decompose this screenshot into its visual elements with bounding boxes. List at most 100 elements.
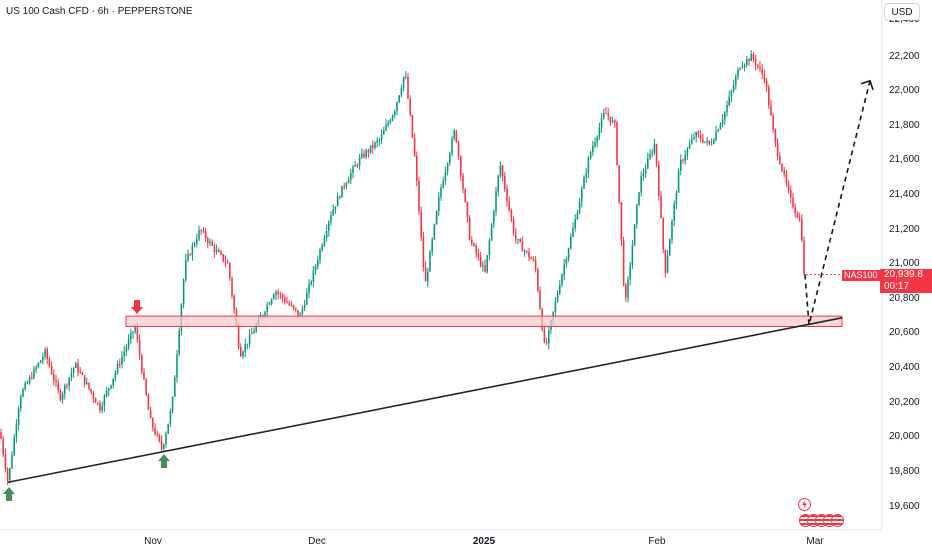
candle-body — [761, 68, 763, 75]
candle-body — [655, 144, 658, 165]
y-tick-label: 19,800 — [889, 465, 920, 477]
candle-body — [455, 130, 458, 143]
candle-body — [273, 295, 275, 300]
candle-body — [308, 283, 310, 293]
candle-body — [200, 229, 202, 231]
candle-body — [510, 210, 513, 220]
candle-body — [158, 434, 161, 441]
candle-body — [563, 264, 565, 275]
candle-body — [20, 396, 22, 409]
candle-body — [160, 440, 163, 449]
candle-body — [303, 304, 306, 309]
candle-body — [688, 143, 691, 149]
candle-body — [435, 211, 438, 225]
candle-body — [70, 372, 73, 378]
bar-countdown: 00:17 — [884, 281, 910, 292]
candle-body — [770, 105, 772, 116]
candle-body — [264, 312, 266, 316]
candle-body — [673, 203, 675, 221]
last-price-box: 20,939.8 00:17 — [880, 269, 932, 293]
candle-body — [182, 279, 185, 305]
candle-body — [750, 54, 752, 62]
candle-body — [301, 308, 304, 314]
candle-body — [512, 219, 515, 234]
candle-body — [299, 313, 301, 316]
candle-body — [548, 329, 550, 344]
candle-body — [229, 262, 231, 278]
candle-body — [312, 270, 315, 282]
candle-body — [473, 243, 475, 246]
x-tick-label: Nov — [144, 536, 162, 547]
candle-body — [383, 130, 385, 135]
candle-body — [592, 146, 594, 153]
candle-body — [642, 173, 645, 177]
candle-body — [345, 183, 348, 187]
candle-body — [114, 372, 117, 379]
candle-body — [649, 154, 651, 159]
candle-body — [457, 142, 460, 157]
candle-body — [220, 251, 222, 255]
candle-body — [81, 372, 84, 376]
candle-body — [611, 120, 614, 123]
symbol-price-label: NAS100 — [842, 270, 880, 281]
candle-body — [143, 371, 145, 380]
candle-body — [539, 290, 541, 310]
candle-body — [147, 395, 150, 410]
candle-body — [319, 249, 321, 261]
candle-body — [596, 136, 598, 143]
us-flag-icon[interactable] — [831, 514, 844, 527]
candle-body — [130, 332, 132, 340]
candle-body — [519, 239, 521, 242]
candle-body — [583, 177, 585, 189]
y-tick-label: 22,000 — [889, 85, 920, 97]
candle-body — [237, 326, 240, 348]
candle-body — [627, 279, 629, 298]
trendline — [7, 317, 843, 484]
candle-body — [724, 112, 726, 120]
candle-body — [622, 240, 625, 286]
candle-body — [174, 377, 176, 397]
candle-body — [794, 207, 796, 213]
candle-body — [365, 150, 367, 158]
candle-body — [658, 164, 660, 196]
candle-body — [680, 159, 682, 171]
candle-body — [275, 291, 277, 296]
candle-body — [290, 304, 293, 306]
lightning-icon[interactable] — [798, 498, 811, 511]
candle-body — [737, 69, 739, 77]
candle-body — [633, 224, 636, 246]
candle-body — [22, 389, 24, 397]
candle-body — [363, 153, 365, 158]
candle-body — [475, 245, 477, 254]
candle-body — [735, 76, 737, 86]
candle-body — [587, 158, 590, 174]
candle-body — [609, 116, 612, 123]
candle-body — [774, 129, 777, 143]
candle-body — [662, 218, 664, 250]
candle-body — [246, 343, 249, 345]
candle-body — [444, 171, 447, 182]
candle-body — [136, 327, 139, 340]
candle-body — [44, 349, 46, 357]
symbol-title: US 100 Cash CFD · 6h · PEPPERSTONE — [6, 6, 193, 17]
candle-body — [189, 254, 191, 256]
x-tick-label: 2025 — [472, 536, 496, 547]
candle-body — [567, 248, 570, 260]
candle-body — [75, 363, 77, 368]
candle-body — [321, 245, 323, 250]
candle-body — [704, 141, 706, 143]
candle-body — [433, 224, 436, 240]
candle-body — [664, 249, 667, 273]
candle-body — [334, 206, 337, 210]
candle-body — [653, 144, 656, 153]
candle-body — [169, 411, 172, 424]
candle-body — [697, 132, 700, 135]
candle-body — [554, 301, 557, 312]
x-tick-label: Dec — [308, 536, 326, 547]
candle-body — [26, 382, 29, 384]
currency-button[interactable]: USD — [884, 3, 920, 21]
candle-body — [765, 81, 768, 88]
candle-body — [429, 251, 431, 272]
